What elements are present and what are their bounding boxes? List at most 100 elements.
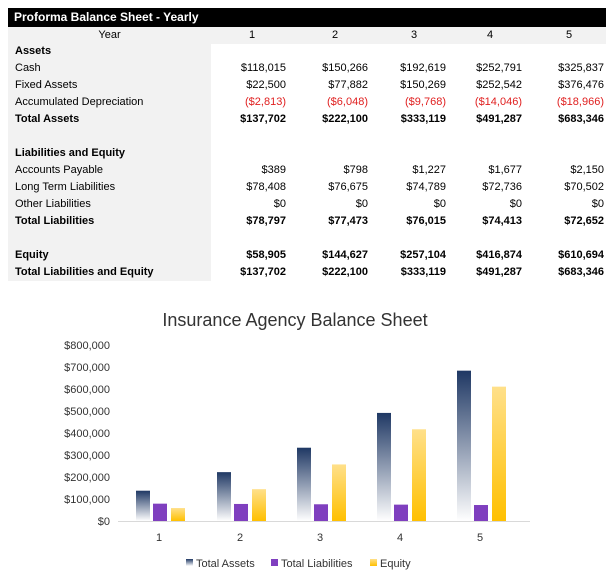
table-row: Accumulated Depreciation ($2,813) ($6,048)… [8,94,606,111]
cell-value: $0 [433,198,446,210]
row-label: Cash [15,62,41,74]
table-title: Proforma Balance Sheet - Yearly [8,8,606,27]
cell-value: $0 [509,198,522,210]
table-row: Fixed Assets $22,500 $77,882 $150,269 $252,5… [8,77,606,94]
cell-value: $137,702 [240,113,286,125]
cell-value: $222,100 [322,113,368,125]
row-label: Assets [15,45,52,57]
row-label: Accounts Payable [15,164,104,176]
bar-equity [171,508,185,521]
y-tick-label: $200,000 [64,472,110,484]
x-tick-label: 1 [156,532,162,544]
table-row: Assets [8,43,606,60]
legend-label: Total Assets [196,558,255,570]
cell-value: $144,627 [322,249,368,261]
table-row [8,128,606,145]
legend-swatch [370,559,377,566]
table-row: Total Assets $137,702 $222,100 $333,119 $491… [8,111,606,128]
cell-value: $77,473 [328,215,368,227]
row-label: Long Term Liabilities [15,181,116,193]
cell-value: $1,677 [488,164,522,176]
chart-title: Insurance Agency Balance Sheet [162,310,427,330]
legend-label: Total Liabilities [281,558,353,570]
cell-value: $76,015 [406,215,446,227]
y-tick-label: $100,000 [64,494,110,506]
cell-value: $222,100 [322,266,368,278]
cell-value: $150,269 [400,79,446,91]
table-row: Liabilities and Equity [8,145,606,162]
y-tick-label: $400,000 [64,428,110,440]
bar-total-liabilities [153,503,167,521]
row-label: Total Liabilities [15,215,95,227]
table-row: Long Term Liabilities $78,408 $76,675 $74,7… [8,179,606,196]
cell-value: $77,882 [328,79,368,91]
cell-value: $58,905 [246,249,286,261]
cell-value: $683,346 [558,266,604,278]
cell-value: $376,476 [558,79,604,91]
year-header: 5 [565,29,573,41]
y-tick-label: $600,000 [64,384,110,396]
cell-value: $72,652 [564,215,604,227]
cell-value: $22,500 [246,79,286,91]
cell-value: $610,694 [558,249,604,261]
bar-equity [252,489,266,521]
year-header: 4 [486,29,494,41]
table-row: Total Liabilities $78,797 $77,473 $76,015 $7… [8,213,606,230]
bar-equity [412,429,426,521]
cell-value: $72,736 [482,181,522,193]
cell-value: $0 [273,198,286,210]
cell-value: $416,874 [476,249,522,261]
cell-value: $150,266 [322,62,368,74]
bar-total-assets [297,447,311,521]
cell-value: ($6,048) [327,96,368,108]
row-label: Accumulated Depreciation [15,96,144,108]
legend-swatch [186,559,193,566]
cell-value: $252,791 [476,62,522,74]
row-label: Total Liabilities and Equity [15,266,154,278]
legend-label: Equity [380,558,411,570]
cell-value: $78,408 [246,181,286,193]
row-label: Fixed Assets [15,79,78,91]
label-column-bg [8,27,211,281]
table-row: Total Liabilities and Equity $137,702 $222… [8,264,606,281]
cell-value: $798 [343,164,368,176]
cell-value: $333,119 [400,113,446,125]
cell-value: $74,413 [482,215,522,227]
bar-total-assets [457,370,471,521]
x-tick-label: 2 [237,532,243,544]
table-row: Equity $58,905 $144,627 $257,104 $416,874 $61… [8,247,606,264]
cell-value: $252,542 [476,79,522,91]
y-tick-label: $500,000 [64,406,110,418]
cell-value: $491,287 [476,113,522,125]
row-label: Other Liabilities [15,198,91,210]
row-label: Equity [15,249,49,261]
year-header-row: Year 1 2 3 4 5 [8,27,606,44]
cell-value: $491,287 [476,266,522,278]
year-header: 3 [410,29,418,41]
year-header: 2 [331,29,339,41]
cell-value: $192,619 [400,62,446,74]
cell-value: $389 [261,164,286,176]
cell-value: $137,702 [240,266,286,278]
cell-value: $0 [591,198,604,210]
cell-value: $0 [355,198,368,210]
cell-value: $257,104 [400,249,446,261]
x-tick-label: 5 [477,532,483,544]
cell-value: ($14,046) [474,96,522,108]
x-tick-label: 3 [317,532,323,544]
bar-equity [492,386,506,521]
bar-total-liabilities [394,504,408,521]
row-label: Liabilities and Equity [15,147,126,159]
cell-value: $325,837 [558,62,604,74]
table-row: Accounts Payable $389 $798 $1,227 $1,677 $2,1… [8,162,606,179]
row-label: Total Assets [15,113,80,125]
y-tick-label: $700,000 [64,362,110,374]
cell-value: $70,502 [564,181,604,193]
x-tick-label: 4 [397,532,403,544]
y-tick-label: $800,000 [64,340,110,352]
year-header: 1 [248,29,256,41]
cell-value: ($2,813) [245,96,286,108]
bar-total-assets [217,472,231,521]
cell-value: $78,797 [246,215,286,227]
